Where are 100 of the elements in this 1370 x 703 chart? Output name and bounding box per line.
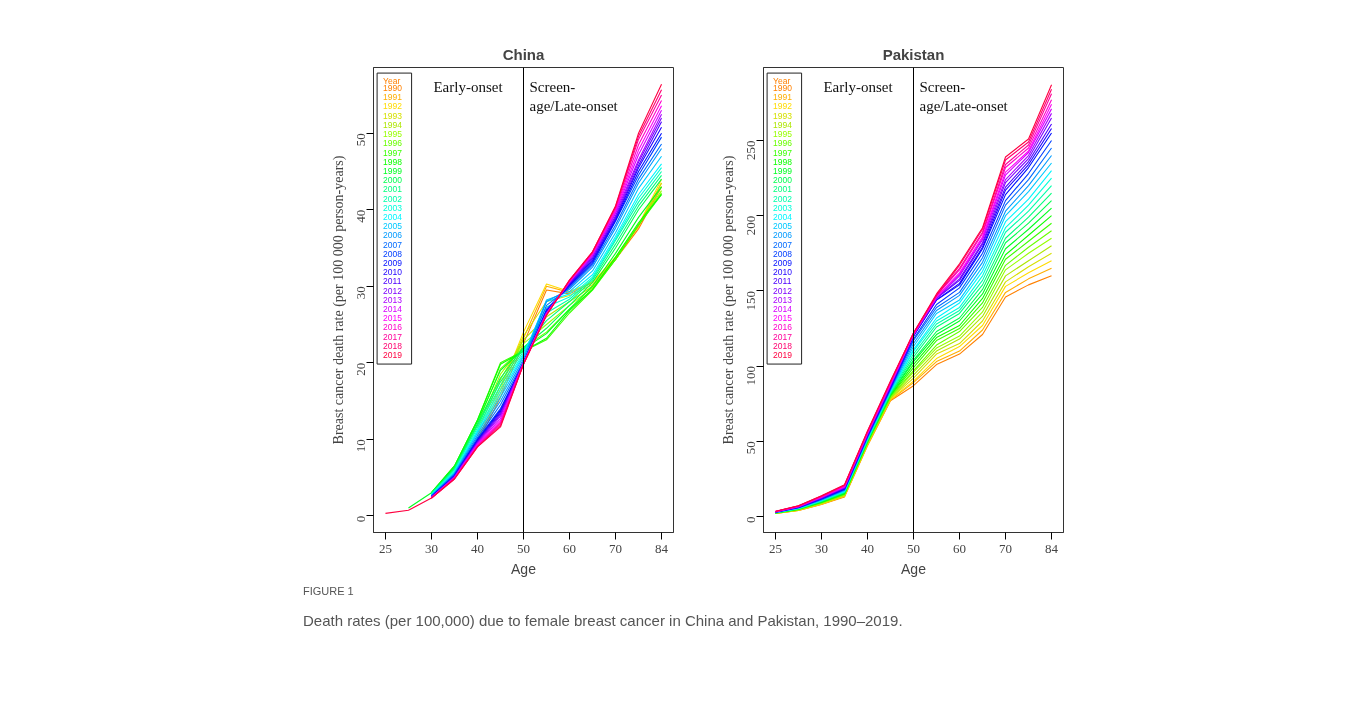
annotation: Screen-age/Late-onset [529,79,619,115]
y-tick-label: 0 [743,516,759,524]
text: 1996 [383,138,403,149]
x-tick-label: 50 [517,540,530,556]
text: 2016 [383,322,403,333]
x-axis-title: Age [511,560,537,577]
x-tick-label: 30 [424,540,438,556]
text: 1995 [383,129,403,140]
text: 2001 [383,184,403,195]
text: 1992 [773,101,793,112]
y-tick-label: 150 [743,290,759,311]
text: 2015 [773,313,793,324]
chart-title: China [502,45,545,63]
text: 2007 [773,239,793,250]
x-tick-label: 25 [768,540,782,556]
text: 2007 [383,239,403,250]
x-tick-label: 84 [1045,540,1059,556]
text: 2014 [773,304,793,315]
text: 2017 [773,331,793,342]
x-tick-label: 40 [860,540,874,556]
text: 1992 [383,101,403,112]
text: 2000 [773,175,793,186]
text: 2013 [383,294,403,305]
x-tick-label: 50 [907,540,920,556]
text: 2009 [773,258,793,269]
chart-title: Pakistan [882,45,945,63]
text: 1995 [773,129,793,140]
text: 2010 [383,267,403,278]
text: 2018 [383,340,403,351]
annotation: Early-onset [823,79,894,96]
x-tick-label: 40 [470,540,484,556]
text: 1994 [383,119,403,130]
text: 2005 [773,221,793,232]
text: 1990 [773,83,793,94]
text: 2009 [383,258,403,269]
text: 2017 [383,331,403,342]
text: Death rates (per 100,000) due to female breast cancer in China and Pakistan, 1990–2019. [303,610,903,631]
text: 2019 [383,350,403,361]
annotation: Screen-age/Late-onset [919,79,1009,115]
x-tick-label: 60 [953,540,967,556]
text: 2012 [383,285,403,296]
text: 2014 [383,304,403,315]
text: 1998 [773,156,793,167]
text: 1999 [383,165,403,176]
text: 1990 [383,83,403,94]
legend-title: Year [773,75,791,86]
x-tick-label: 30 [814,540,828,556]
text: 2012 [773,285,793,296]
text: 1999 [773,165,793,176]
legend-title: Year [383,75,401,86]
text: 1994 [773,119,793,130]
text: 2006 [383,230,403,241]
text: 1991 [383,92,403,103]
y-tick-label: 50 [743,441,759,455]
text: 2001 [773,184,793,195]
text: 2011 [773,276,792,287]
text: 2019 [773,350,793,361]
y-tick-label: 250 [743,140,759,160]
text: 1991 [773,92,793,103]
x-tick-label: 25 [378,540,392,556]
text: 1997 [773,147,793,158]
text: 2003 [773,202,793,213]
text: 1996 [773,138,793,149]
text: 2006 [773,230,793,241]
y-axis-title: Breast cancer death rate (per 100 000 person-years) [720,155,737,445]
text: 2008 [383,248,403,259]
y-tick-label: 10 [353,439,369,453]
text: 2016 [773,322,793,333]
text: 2013 [773,294,793,305]
text: 1993 [773,110,793,121]
text: 2011 [383,276,402,287]
x-tick-label: 70 [999,540,1013,556]
x-axis-title: Age [901,560,927,577]
text: 1993 [383,110,403,121]
y-tick-label: 200 [743,215,759,236]
text: 2010 [773,267,793,278]
caption: FIGURE 1 [303,584,354,599]
annotation: Early-onset [433,79,504,96]
y-axis-title: Breast cancer death rate (per 100 000 person-years) [330,155,347,445]
text: 1998 [383,156,403,167]
text: 2002 [773,193,793,204]
y-tick-label: 50 [353,133,369,147]
text: 2008 [773,248,793,259]
y-tick-label: 30 [353,286,369,300]
text: 2004 [773,211,793,222]
text: 2003 [383,202,403,213]
y-tick-label: 100 [743,366,759,386]
text: 2002 [383,193,403,204]
y-tick-label: 20 [353,362,369,376]
text: 1997 [383,147,403,158]
y-tick-label: 40 [353,209,369,223]
text: 2018 [773,340,793,351]
text: 2015 [383,313,403,324]
x-tick-label: 60 [563,540,577,556]
y-tick-label: 0 [353,515,369,523]
x-tick-label: 70 [609,540,623,556]
text: 2000 [383,175,403,186]
text: 2005 [383,221,403,232]
text: 2004 [383,211,403,222]
x-tick-label: 84 [655,540,669,556]
